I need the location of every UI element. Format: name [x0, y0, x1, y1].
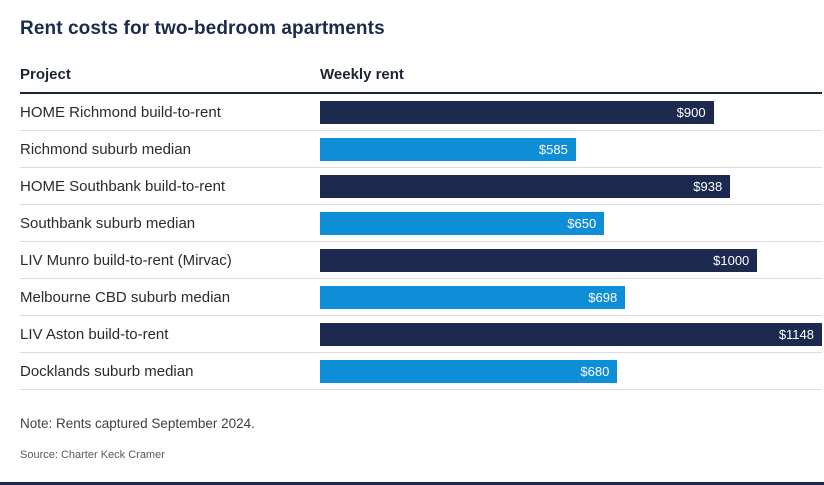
bar-value-label: $938 [693, 178, 723, 194]
bar-value-label: $680 [580, 363, 610, 379]
bar-area: $1000 [320, 248, 822, 272]
bar-value-label: $585 [538, 141, 568, 157]
chart-row: LIV Aston build-to-rent $1148 [20, 316, 822, 353]
chart-row: Melbourne CBD suburb median $698 [20, 279, 822, 316]
bar-area: $938 [320, 174, 822, 198]
chart-row: HOME Richmond build-to-rent $900 [20, 94, 822, 131]
chart-source: Source: Charter Keck Cramer [20, 449, 165, 461]
row-label: Southbank suburb median [20, 214, 196, 232]
chart-row: HOME Southbank build-to-rent $938 [20, 168, 822, 205]
chart-note: Note: Rents captured September 2024. [20, 416, 255, 431]
bar: $680 [320, 359, 618, 383]
row-label: HOME Southbank build-to-rent [20, 177, 226, 195]
bar: $585 [320, 137, 576, 161]
bar-area: $698 [320, 285, 822, 309]
bar: $698 [320, 285, 626, 309]
chart-row: Richmond suburb median $585 [20, 131, 822, 168]
bar-value-label: $1000 [713, 252, 750, 268]
column-header-weekly-rent: Weekly rent [320, 66, 404, 83]
bar: $650 [320, 211, 605, 235]
bar: $1000 [320, 248, 758, 272]
bottom-divider [0, 482, 824, 485]
chart-row: LIV Munro build-to-rent (Mirvac) $1000 [20, 242, 822, 279]
bar: $900 [320, 100, 714, 124]
bar-area: $1148 [320, 322, 822, 346]
table-header: Project Weekly rent [20, 66, 822, 94]
bar-value-label: $650 [567, 215, 597, 231]
bar-area: $900 [320, 100, 822, 124]
row-label: Melbourne CBD suburb median [20, 288, 231, 306]
bar-value-label: $1148 [778, 326, 814, 342]
row-label: LIV Aston build-to-rent [20, 325, 169, 343]
row-label: LIV Munro build-to-rent (Mirvac) [20, 251, 232, 269]
row-label: Docklands suburb median [20, 362, 194, 380]
chart-row: Southbank suburb median $650 [20, 205, 822, 242]
chart-title: Rent costs for two-bedroom apartments [20, 18, 385, 39]
bar-value-label: $698 [588, 289, 618, 305]
bar-value-label: $900 [676, 104, 706, 120]
row-label: HOME Richmond build-to-rent [20, 103, 221, 121]
row-label: Richmond suburb median [20, 140, 191, 158]
bar-area: $650 [320, 211, 822, 235]
chart-row: Docklands suburb median $680 [20, 353, 822, 390]
bar-area: $680 [320, 359, 822, 383]
bar-area: $585 [320, 137, 822, 161]
column-header-project: Project [20, 66, 71, 83]
bar: $938 [320, 174, 731, 198]
chart-rows: HOME Richmond build-to-rent $900 Richmond … [20, 94, 822, 390]
bar: $1148 [320, 322, 822, 346]
